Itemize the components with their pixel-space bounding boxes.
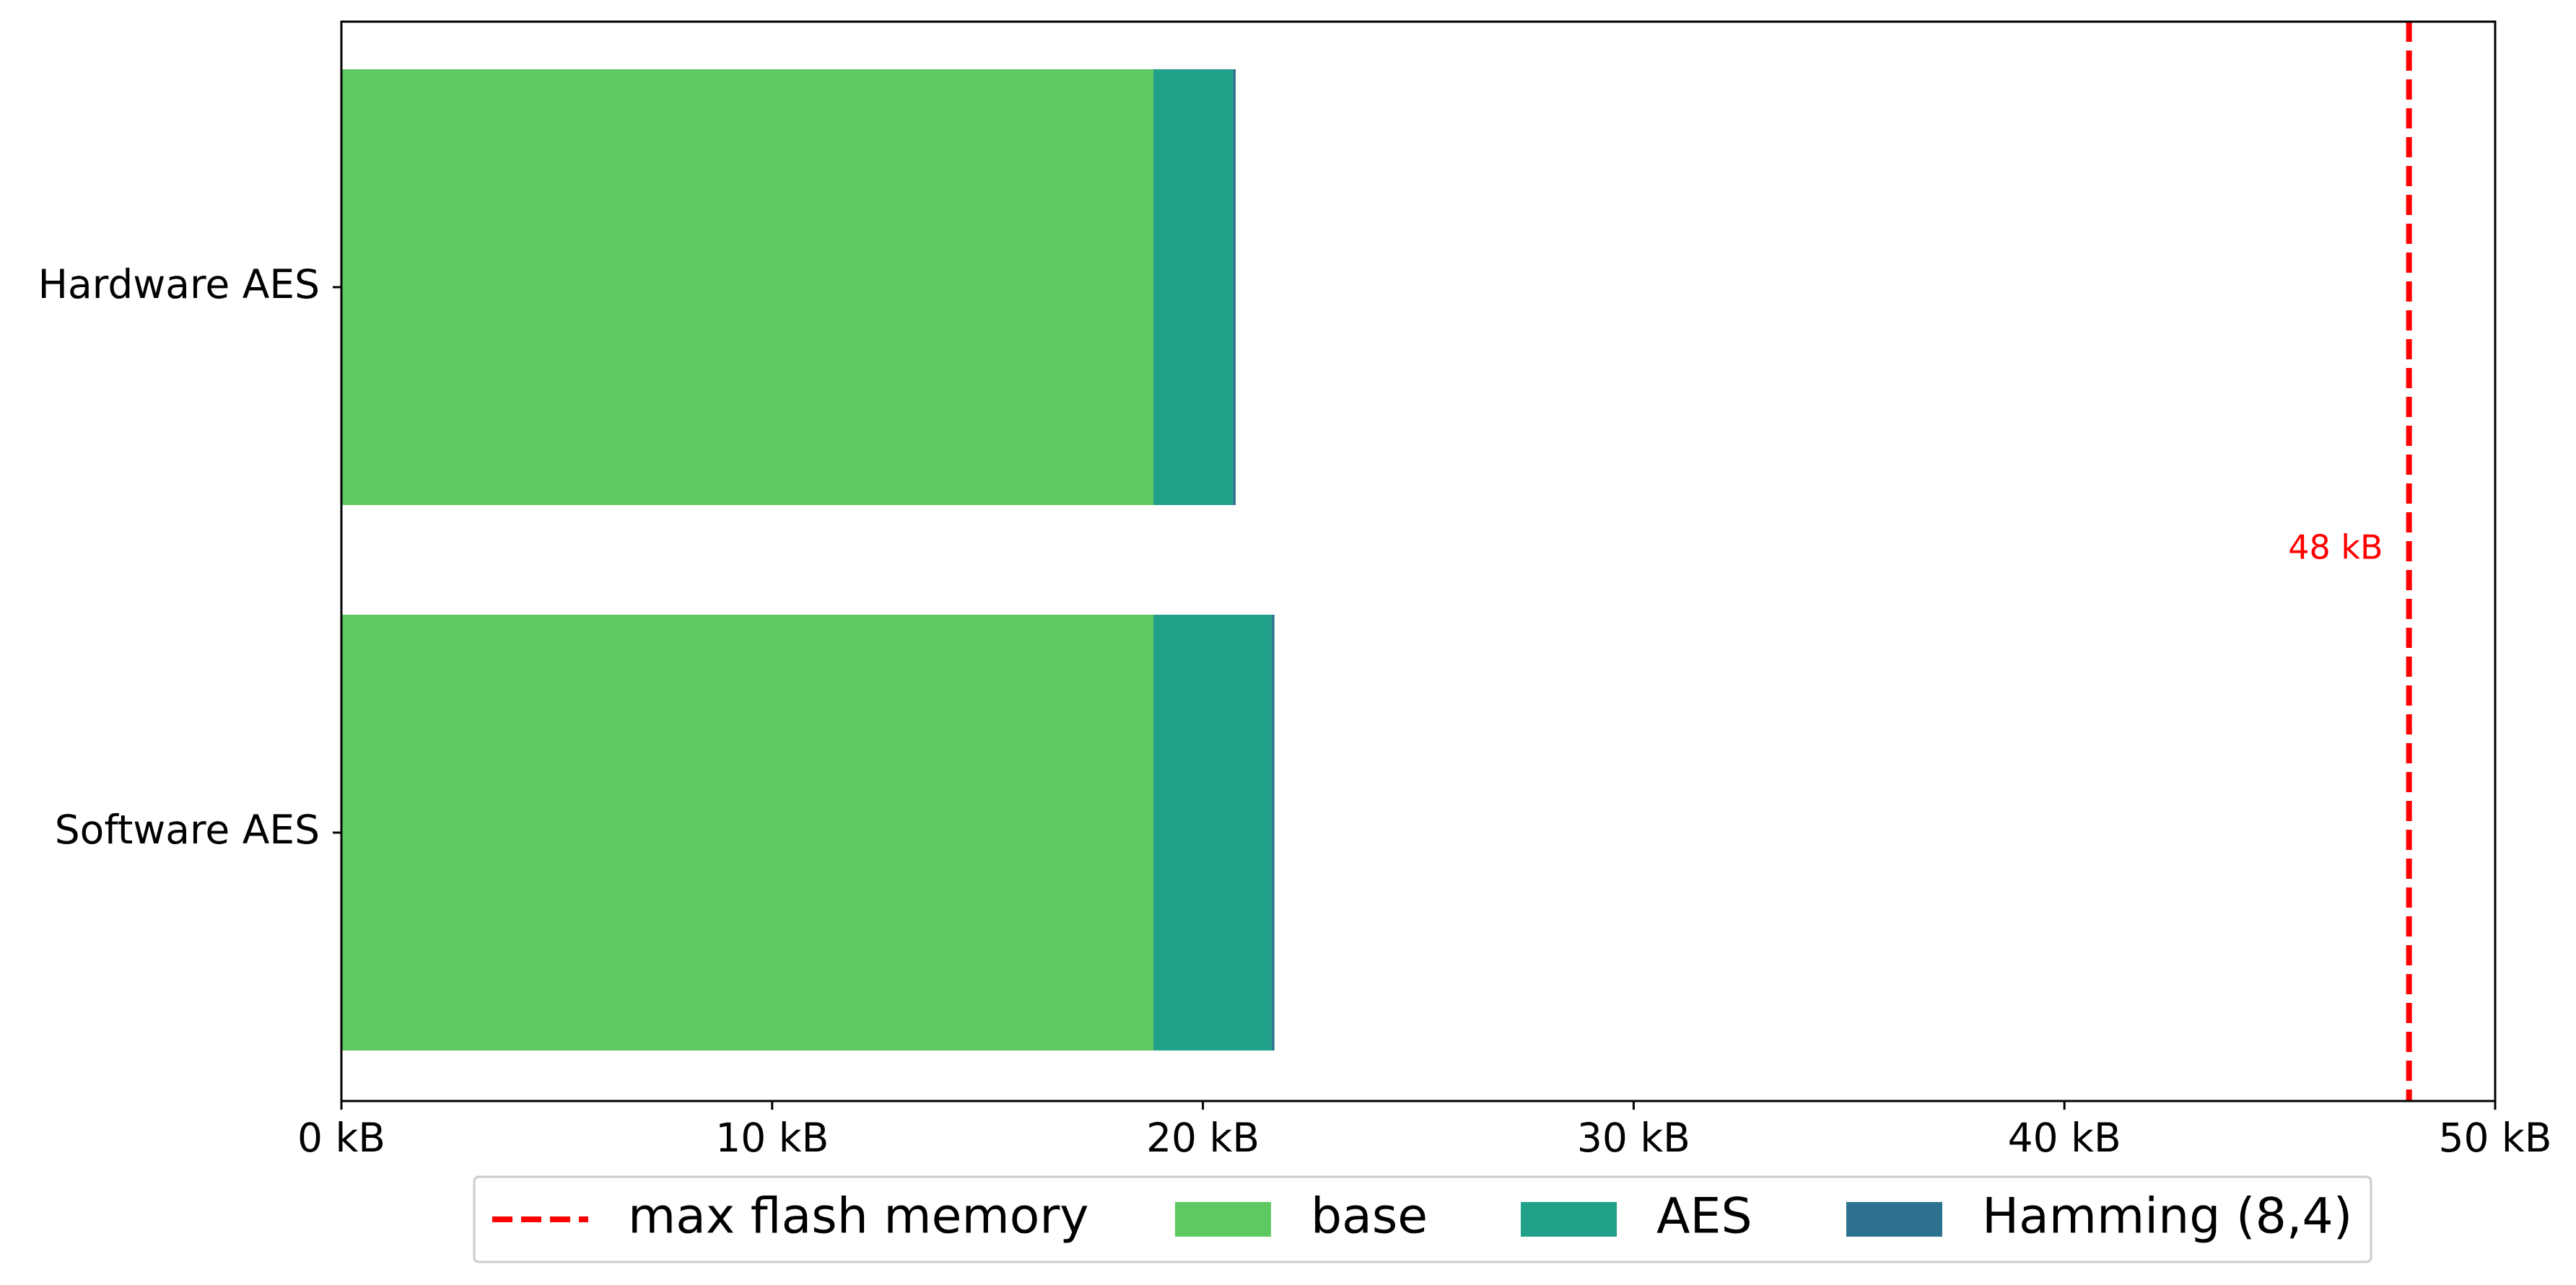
x-tick-label: 0 kB: [297, 1115, 385, 1161]
bar-hardware-aes-hamming-8-4-: [1233, 69, 1236, 505]
x-tick-label: 30 kB: [1577, 1115, 1690, 1161]
plot-frame: [340, 20, 2497, 1102]
legend-box: [473, 1175, 2372, 1263]
x-tick-label: 10 kB: [715, 1115, 829, 1161]
axis-layer: Hardware AES Software AES 0 kB 10 kB 20 kB 30…: [38, 261, 2552, 1161]
bar-software-aes-base: [341, 615, 1153, 1051]
legend-label-base: base: [1311, 1188, 1428, 1245]
reference-line-layer: 48 kB: [2288, 22, 2412, 1101]
legend: max flash memory base AES Hamming (8,4): [473, 1175, 2372, 1263]
bar-software-aes-hamming-8-4-: [1272, 615, 1275, 1051]
y-tick-label: Software AES: [55, 807, 320, 853]
x-tick-label: 40 kB: [2008, 1115, 2121, 1161]
max-flash-memory-annotation: 48 kB: [2288, 528, 2383, 567]
legend-label-max-flash-memory: max flash memory: [628, 1188, 1089, 1245]
bars-layer: [341, 69, 1275, 1051]
legend-label-hamming-8-4-: Hamming (8,4): [1982, 1188, 2352, 1245]
legend-label-aes: AES: [1656, 1188, 1752, 1245]
bar-hardware-aes-base: [341, 69, 1153, 505]
bar-software-aes-aes: [1153, 615, 1272, 1051]
legend-swatch-hamming-8-4-: [1846, 1202, 1942, 1237]
legend-swatch-base: [1175, 1202, 1271, 1237]
x-tick-label: 50 kB: [2438, 1115, 2551, 1161]
y-tick-label: Hardware AES: [38, 261, 320, 307]
bar-hardware-aes-aes: [1153, 69, 1234, 505]
x-tick-label: 20 kB: [1146, 1115, 1259, 1161]
legend-swatch-aes: [1521, 1202, 1617, 1237]
